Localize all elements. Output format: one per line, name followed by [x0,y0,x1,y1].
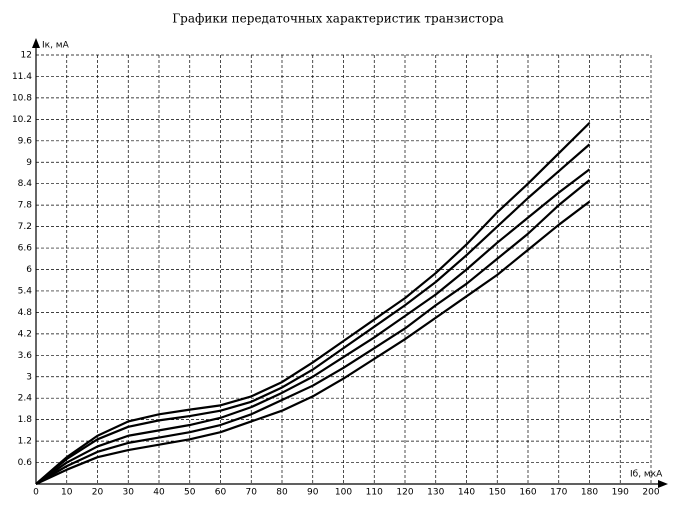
x-tick-label: 20 [92,488,104,498]
y-tick-label: 10.2 [12,115,32,125]
x-tick-label: 10 [61,488,73,498]
x-tick-label: 160 [519,488,536,498]
x-axis-label: Iб, мкА [630,470,663,480]
y-tick-label: 9.6 [18,136,33,146]
y-axis-label: Iк, мА [42,41,70,51]
y-tick-label: 6.6 [18,244,33,254]
x-tick-label: 50 [184,488,196,498]
y-tick-label: 11.4 [12,72,32,82]
curve [35,200,591,485]
y-tick-label: 9 [26,158,32,168]
y-tick-label: 8.4 [18,179,33,189]
curve [35,179,591,485]
y-tick-label: 10.8 [12,93,32,103]
x-tick-label: 60 [215,488,227,498]
x-tick-label: 80 [276,488,288,498]
x-tick-label: 190 [612,488,629,498]
y-tick-label: 4.2 [18,329,32,339]
x-tick-label: 120 [396,488,413,498]
x-tick-label: 140 [458,488,475,498]
chart-title: Графики передаточных характеристик транз… [172,12,504,26]
y-tick-label: 2.4 [18,394,33,404]
x-tick-label: 0 [33,488,39,498]
curve [35,168,591,485]
x-tick-label: 40 [153,488,165,498]
x-tick-label: 180 [581,488,598,498]
x-tick-label: 150 [489,488,506,498]
y-tick-label: 3.6 [18,351,33,361]
y-tick-label: 5.4 [18,286,33,296]
y-tick-label: 1.8 [18,415,33,425]
x-tick-label: 70 [246,488,258,498]
y-tick-label: 7.8 [18,201,33,211]
x-tick-label: 90 [307,488,319,498]
y-tick-label: 0.6 [18,458,33,468]
y-tick-label: 4.8 [18,308,33,318]
y-tick-label: 7.2 [18,222,32,232]
y-tick-label: 12 [21,51,32,61]
x-tick-label: 110 [366,488,383,498]
y-axis-arrow [32,38,40,48]
x-tick-label: 130 [427,488,444,498]
x-tick-label: 30 [123,488,135,498]
x-tick-label: 200 [642,488,659,498]
x-axis-arrow [658,480,668,488]
x-tick-label: 100 [335,488,352,498]
x-tick-label: 170 [550,488,567,498]
y-tick-label: 6 [26,265,32,275]
curve [35,122,591,485]
y-tick-label: 3 [26,372,32,382]
y-tick-label: 1.2 [18,437,32,447]
curve [35,143,591,485]
